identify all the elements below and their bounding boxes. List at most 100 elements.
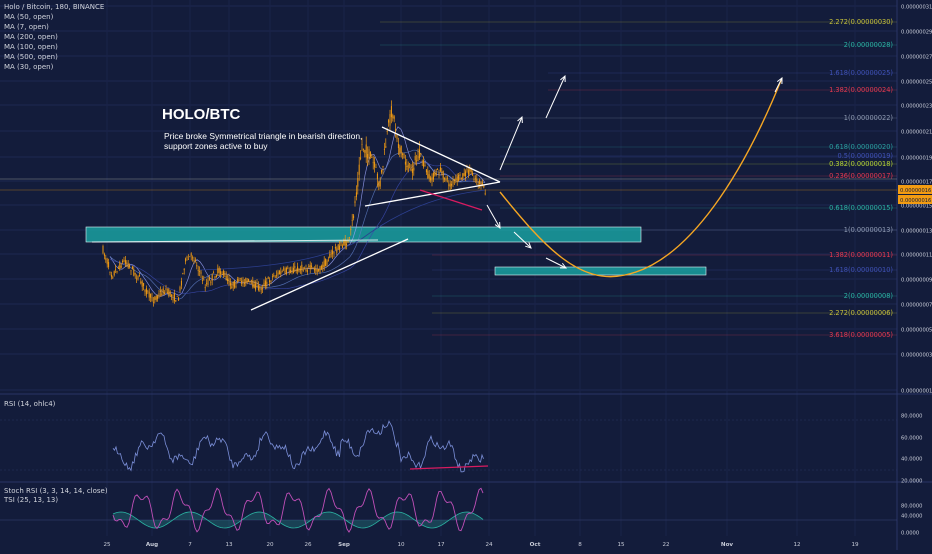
rising-support-trendline — [250, 238, 409, 311]
candle-body — [204, 287, 206, 289]
candle-body — [344, 239, 346, 246]
candle-body — [249, 281, 251, 283]
candle-body — [203, 279, 205, 281]
symbol-title[interactable]: Holo / Bitcoin, 180, BINANCE — [4, 3, 105, 11]
candle-body — [361, 144, 363, 145]
rsi-y-tick: 40.0000 — [901, 457, 922, 463]
candle-body — [312, 267, 314, 269]
candle-body — [382, 166, 384, 167]
candle-body — [428, 174, 430, 179]
candle-body — [252, 280, 254, 288]
y-tick-label: 0.00000031 — [901, 5, 932, 11]
candle-body — [224, 273, 226, 275]
candle-body — [427, 170, 429, 178]
x-tick-label: 17 — [437, 542, 445, 548]
candle-body — [392, 114, 394, 119]
candle-body — [147, 290, 149, 292]
candle-body — [353, 215, 355, 219]
candle-body — [231, 286, 233, 289]
stoch-rsi-label[interactable]: Stoch RSI (3, 3, 14, 14, close) — [4, 487, 108, 495]
y-tick-label: 0.00000013 — [901, 229, 932, 235]
candle-body — [437, 169, 439, 171]
candle-body — [469, 168, 471, 172]
indicator-ma-200[interactable]: MA (200, open) — [4, 33, 58, 41]
candle-body — [323, 260, 325, 268]
indicator-ma-50[interactable]: MA (50, open) — [4, 13, 54, 21]
candle-body — [196, 265, 198, 267]
candle-body — [207, 280, 209, 285]
candle-body — [316, 269, 318, 273]
candle-body — [274, 276, 276, 278]
candle-body — [320, 265, 322, 270]
x-tick-label: 7 — [188, 542, 192, 548]
y-tick-label: 0.00000021 — [901, 130, 932, 136]
candle-body — [248, 278, 250, 282]
candle-body — [347, 239, 349, 243]
candle-body — [294, 266, 296, 268]
candle-body — [332, 250, 334, 255]
candle-body — [374, 161, 376, 168]
moving-averages — [109, 126, 487, 300]
candle-body — [250, 279, 252, 281]
price-tag-label: 0.00000016 — [900, 188, 931, 194]
candle-body — [364, 150, 366, 153]
candle-body — [228, 278, 230, 284]
candle-body — [119, 262, 121, 270]
candle-body — [210, 281, 212, 283]
candle-body — [456, 176, 458, 182]
candle-body — [313, 268, 315, 271]
candle-body — [298, 269, 300, 273]
candle-body — [267, 277, 269, 279]
candle-body — [106, 259, 108, 265]
price-tag-label: 0.00000016 — [900, 198, 931, 204]
arrow-down-1 — [486, 204, 501, 229]
indicator-ma-30[interactable]: MA (30, open) — [4, 63, 54, 71]
support-zone-upper — [85, 226, 642, 243]
rsi-label[interactable]: RSI (14, ohlc4) — [4, 400, 56, 408]
tsi-label[interactable]: TSI (25, 13, 13) — [4, 496, 59, 504]
candle-body — [276, 274, 278, 276]
candle-body — [288, 270, 290, 272]
candle-body — [164, 292, 166, 294]
candle-body — [459, 174, 461, 176]
candle-body — [137, 275, 139, 280]
x-tick-label: Aug — [146, 542, 158, 548]
candle-body — [151, 297, 153, 302]
indicator-ma-7[interactable]: MA (7, open) — [4, 23, 49, 31]
arrow-up-2-head — [560, 74, 566, 83]
candle-body — [383, 148, 385, 150]
candle-body — [389, 114, 391, 126]
candle-body — [474, 178, 476, 180]
candle-body — [257, 285, 259, 291]
rsi-y-tick: 20.0000 — [901, 479, 922, 485]
candle-body — [483, 184, 485, 188]
candle-body — [144, 289, 146, 292]
candle-body — [379, 180, 381, 187]
candle-body — [357, 178, 359, 187]
candle-body — [229, 282, 231, 286]
candle-body — [476, 178, 478, 182]
arrow-up-1-head — [517, 115, 523, 124]
candle-body — [124, 260, 126, 264]
candle-body — [420, 153, 422, 155]
candle-body — [215, 275, 217, 278]
candle-body — [295, 269, 297, 271]
candle-body — [305, 269, 307, 272]
candle-body — [403, 153, 405, 159]
candle-body — [416, 160, 418, 162]
candle-body — [245, 277, 247, 283]
candle-body — [218, 267, 220, 273]
candle-body — [432, 173, 434, 180]
x-tick-label: 25 — [103, 542, 111, 548]
candle-body — [425, 169, 427, 173]
candle-body — [168, 289, 170, 295]
arrow-up-2 — [545, 75, 566, 119]
candle-body — [136, 278, 138, 280]
candle-body — [105, 258, 107, 260]
candle-body — [277, 272, 279, 275]
fib-label: 0.5(0.00000019) — [838, 152, 893, 160]
candle-body — [158, 293, 160, 297]
indicator-ma-500[interactable]: MA (500, open) — [4, 53, 58, 61]
indicator-ma-100[interactable]: MA (100, open) — [4, 43, 58, 51]
